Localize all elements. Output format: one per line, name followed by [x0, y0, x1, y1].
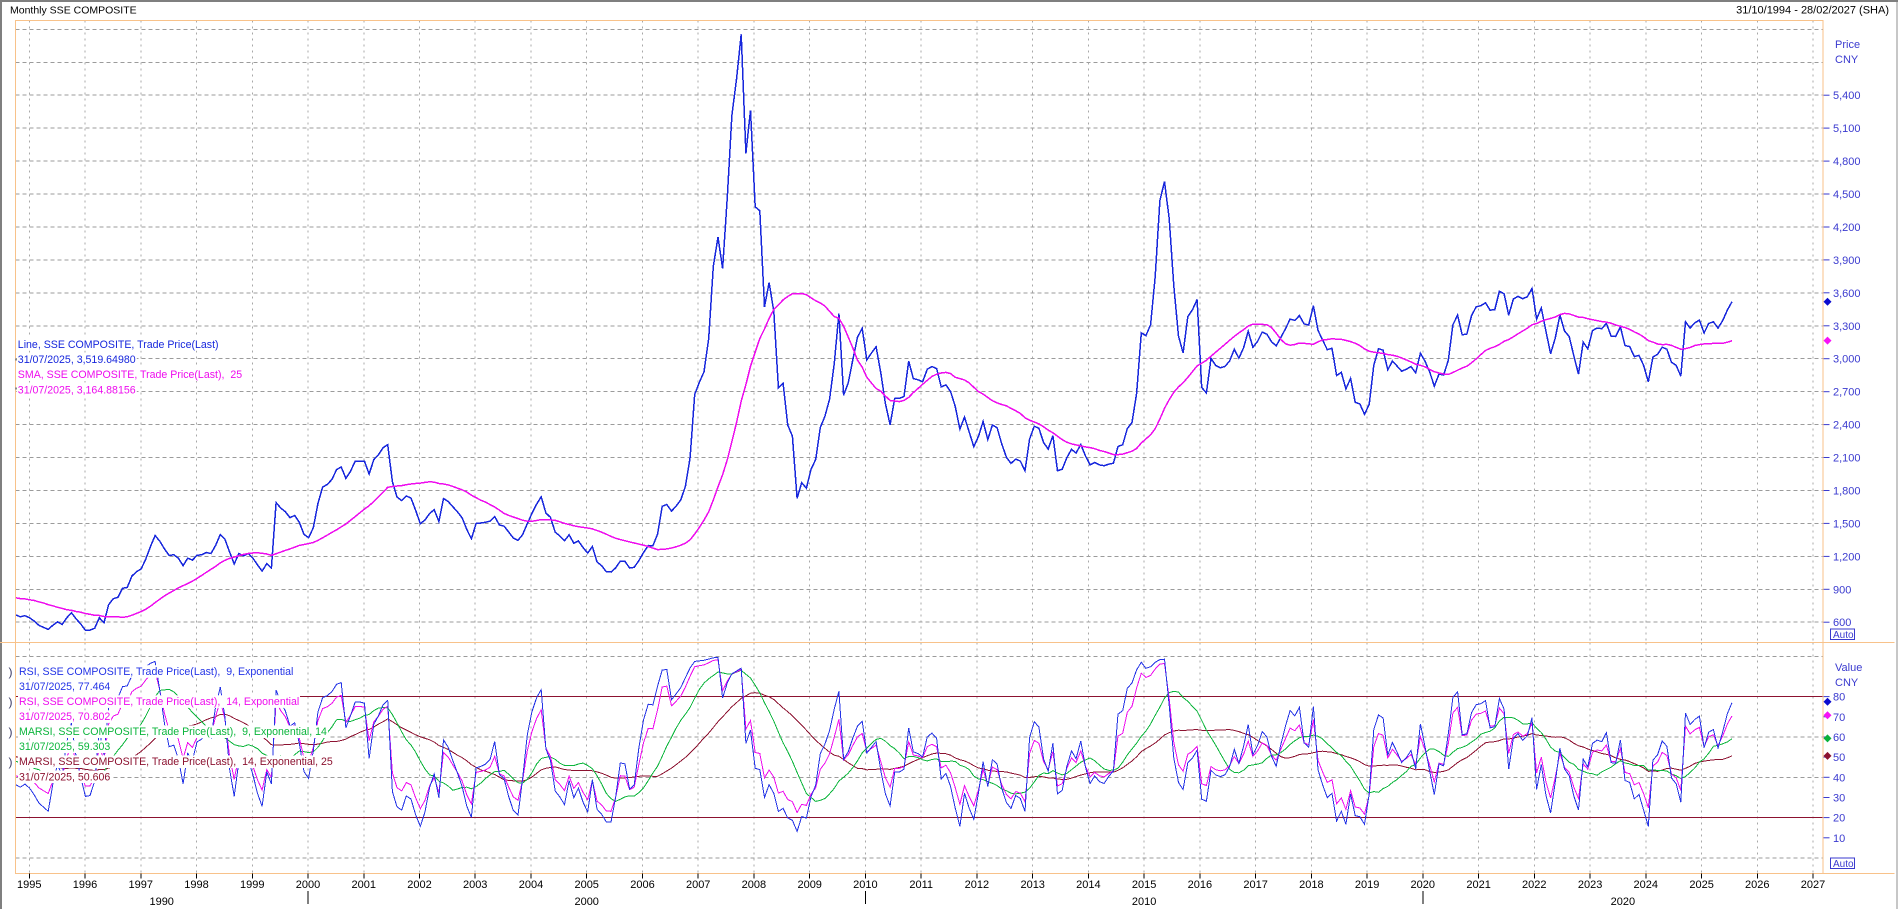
- svg-text:2022: 2022: [1522, 879, 1546, 891]
- svg-text:2023: 2023: [1578, 879, 1602, 891]
- svg-text:5,100: 5,100: [1833, 123, 1861, 135]
- svg-text:2011: 2011: [909, 879, 933, 891]
- svg-text:2025: 2025: [1689, 879, 1713, 891]
- svg-text:31/07/2025, 3,519.64980: 31/07/2025, 3,519.64980: [18, 354, 136, 366]
- svg-text:Monthly SSE COMPOSITE: Monthly SSE COMPOSITE: [10, 5, 137, 17]
- svg-text:4,500: 4,500: [1833, 189, 1861, 201]
- svg-text:600: 600: [1833, 617, 1851, 629]
- svg-text:2020: 2020: [1611, 896, 1635, 908]
- svg-text:Auto: Auto: [1833, 630, 1854, 641]
- svg-text:2006: 2006: [630, 879, 654, 891]
- svg-text:2018: 2018: [1299, 879, 1323, 891]
- svg-text:1997: 1997: [129, 879, 153, 891]
- svg-text:20: 20: [1833, 813, 1845, 825]
- svg-text:10: 10: [1833, 833, 1845, 845]
- svg-text:60: 60: [1833, 732, 1845, 744]
- svg-text:CNY: CNY: [1835, 54, 1859, 66]
- svg-text:40: 40: [1833, 772, 1845, 784]
- svg-text:): ): [9, 695, 13, 709]
- svg-text:2020: 2020: [1411, 879, 1435, 891]
- svg-text:3,300: 3,300: [1833, 321, 1861, 333]
- svg-text:5,400: 5,400: [1833, 90, 1861, 102]
- svg-text:2000: 2000: [574, 896, 598, 908]
- svg-text:1,800: 1,800: [1833, 486, 1861, 498]
- svg-text:2026: 2026: [1745, 879, 1769, 891]
- svg-text:1996: 1996: [73, 879, 97, 891]
- svg-text:): ): [9, 725, 13, 739]
- svg-text:4,800: 4,800: [1833, 156, 1861, 168]
- svg-text:2010: 2010: [853, 879, 877, 891]
- svg-text:31/07/2025, 50.606: 31/07/2025, 50.606: [19, 771, 110, 783]
- svg-text:2010: 2010: [1132, 896, 1156, 908]
- svg-text:31/07/2025, 70.802: 31/07/2025, 70.802: [19, 711, 110, 723]
- svg-text:Price: Price: [1835, 39, 1860, 51]
- svg-text:2015: 2015: [1132, 879, 1156, 891]
- svg-text:2008: 2008: [742, 879, 766, 891]
- svg-text:2004: 2004: [519, 879, 543, 891]
- svg-text:2,700: 2,700: [1833, 387, 1861, 399]
- svg-text:1,200: 1,200: [1833, 551, 1861, 563]
- svg-text:2007: 2007: [686, 879, 710, 891]
- svg-text:2012: 2012: [965, 879, 989, 891]
- svg-text:4,200: 4,200: [1833, 222, 1861, 234]
- svg-text:Line, SSE COMPOSITE, Trade Pri: Line, SSE COMPOSITE, Trade Price(Last): [18, 339, 219, 351]
- svg-text:1995: 1995: [17, 879, 41, 891]
- svg-text:2016: 2016: [1188, 879, 1212, 891]
- svg-text:Value: Value: [1835, 662, 1862, 674]
- svg-text:RSI, SSE COMPOSITE, Trade Pric: RSI, SSE COMPOSITE, Trade Price(Last), 9…: [19, 666, 293, 678]
- svg-text:2003: 2003: [463, 879, 487, 891]
- svg-text:2009: 2009: [797, 879, 821, 891]
- svg-text:3,900: 3,900: [1833, 255, 1861, 267]
- svg-text:1990: 1990: [149, 896, 173, 908]
- svg-text:2005: 2005: [574, 879, 598, 891]
- svg-text:CNY: CNY: [1835, 677, 1859, 689]
- svg-text:2001: 2001: [352, 879, 376, 891]
- svg-text:70: 70: [1833, 712, 1845, 724]
- svg-text:2021: 2021: [1466, 879, 1490, 891]
- svg-text:1,500: 1,500: [1833, 518, 1861, 530]
- svg-text:1998: 1998: [184, 879, 208, 891]
- svg-text:31/07/2025, 77.464: 31/07/2025, 77.464: [19, 681, 110, 693]
- svg-text:2013: 2013: [1020, 879, 1044, 891]
- svg-text:RSI, SSE COMPOSITE, Trade Pric: RSI, SSE COMPOSITE, Trade Price(Last), 1…: [19, 696, 299, 708]
- svg-text:80: 80: [1833, 692, 1845, 704]
- svg-text:1999: 1999: [240, 879, 264, 891]
- svg-text:Auto: Auto: [1833, 859, 1854, 870]
- svg-text:31/07/2025, 59.303: 31/07/2025, 59.303: [19, 741, 110, 753]
- svg-text:30: 30: [1833, 793, 1845, 805]
- svg-text:2002: 2002: [407, 879, 431, 891]
- svg-text:2000: 2000: [296, 879, 320, 891]
- svg-text:31/07/2025, 3,164.88156: 31/07/2025, 3,164.88156: [18, 384, 136, 396]
- svg-text:2,100: 2,100: [1833, 453, 1861, 465]
- svg-text:): ): [9, 755, 13, 769]
- svg-text:2019: 2019: [1355, 879, 1379, 891]
- svg-text:MARSI, SSE COMPOSITE, Trade Pr: MARSI, SSE COMPOSITE, Trade Price(Last),…: [19, 726, 327, 738]
- svg-text:MARSI, SSE COMPOSITE, Trade Pr: MARSI, SSE COMPOSITE, Trade Price(Last),…: [19, 756, 333, 768]
- svg-text:900: 900: [1833, 584, 1851, 596]
- svg-text:2024: 2024: [1634, 879, 1658, 891]
- svg-text:50: 50: [1833, 752, 1845, 764]
- svg-text:2014: 2014: [1076, 879, 1100, 891]
- svg-text:2027: 2027: [1801, 879, 1825, 891]
- svg-text:3,000: 3,000: [1833, 354, 1861, 366]
- svg-text:SMA, SSE COMPOSITE, Trade Pric: SMA, SSE COMPOSITE, Trade Price(Last), 2…: [18, 369, 242, 381]
- svg-text:31/10/1994 - 28/02/2027 (SHA): 31/10/1994 - 28/02/2027 (SHA): [1736, 5, 1889, 17]
- svg-text:2,400: 2,400: [1833, 420, 1861, 432]
- svg-text:): ): [9, 665, 13, 679]
- svg-text:3,600: 3,600: [1833, 288, 1861, 300]
- svg-text:2017: 2017: [1243, 879, 1267, 891]
